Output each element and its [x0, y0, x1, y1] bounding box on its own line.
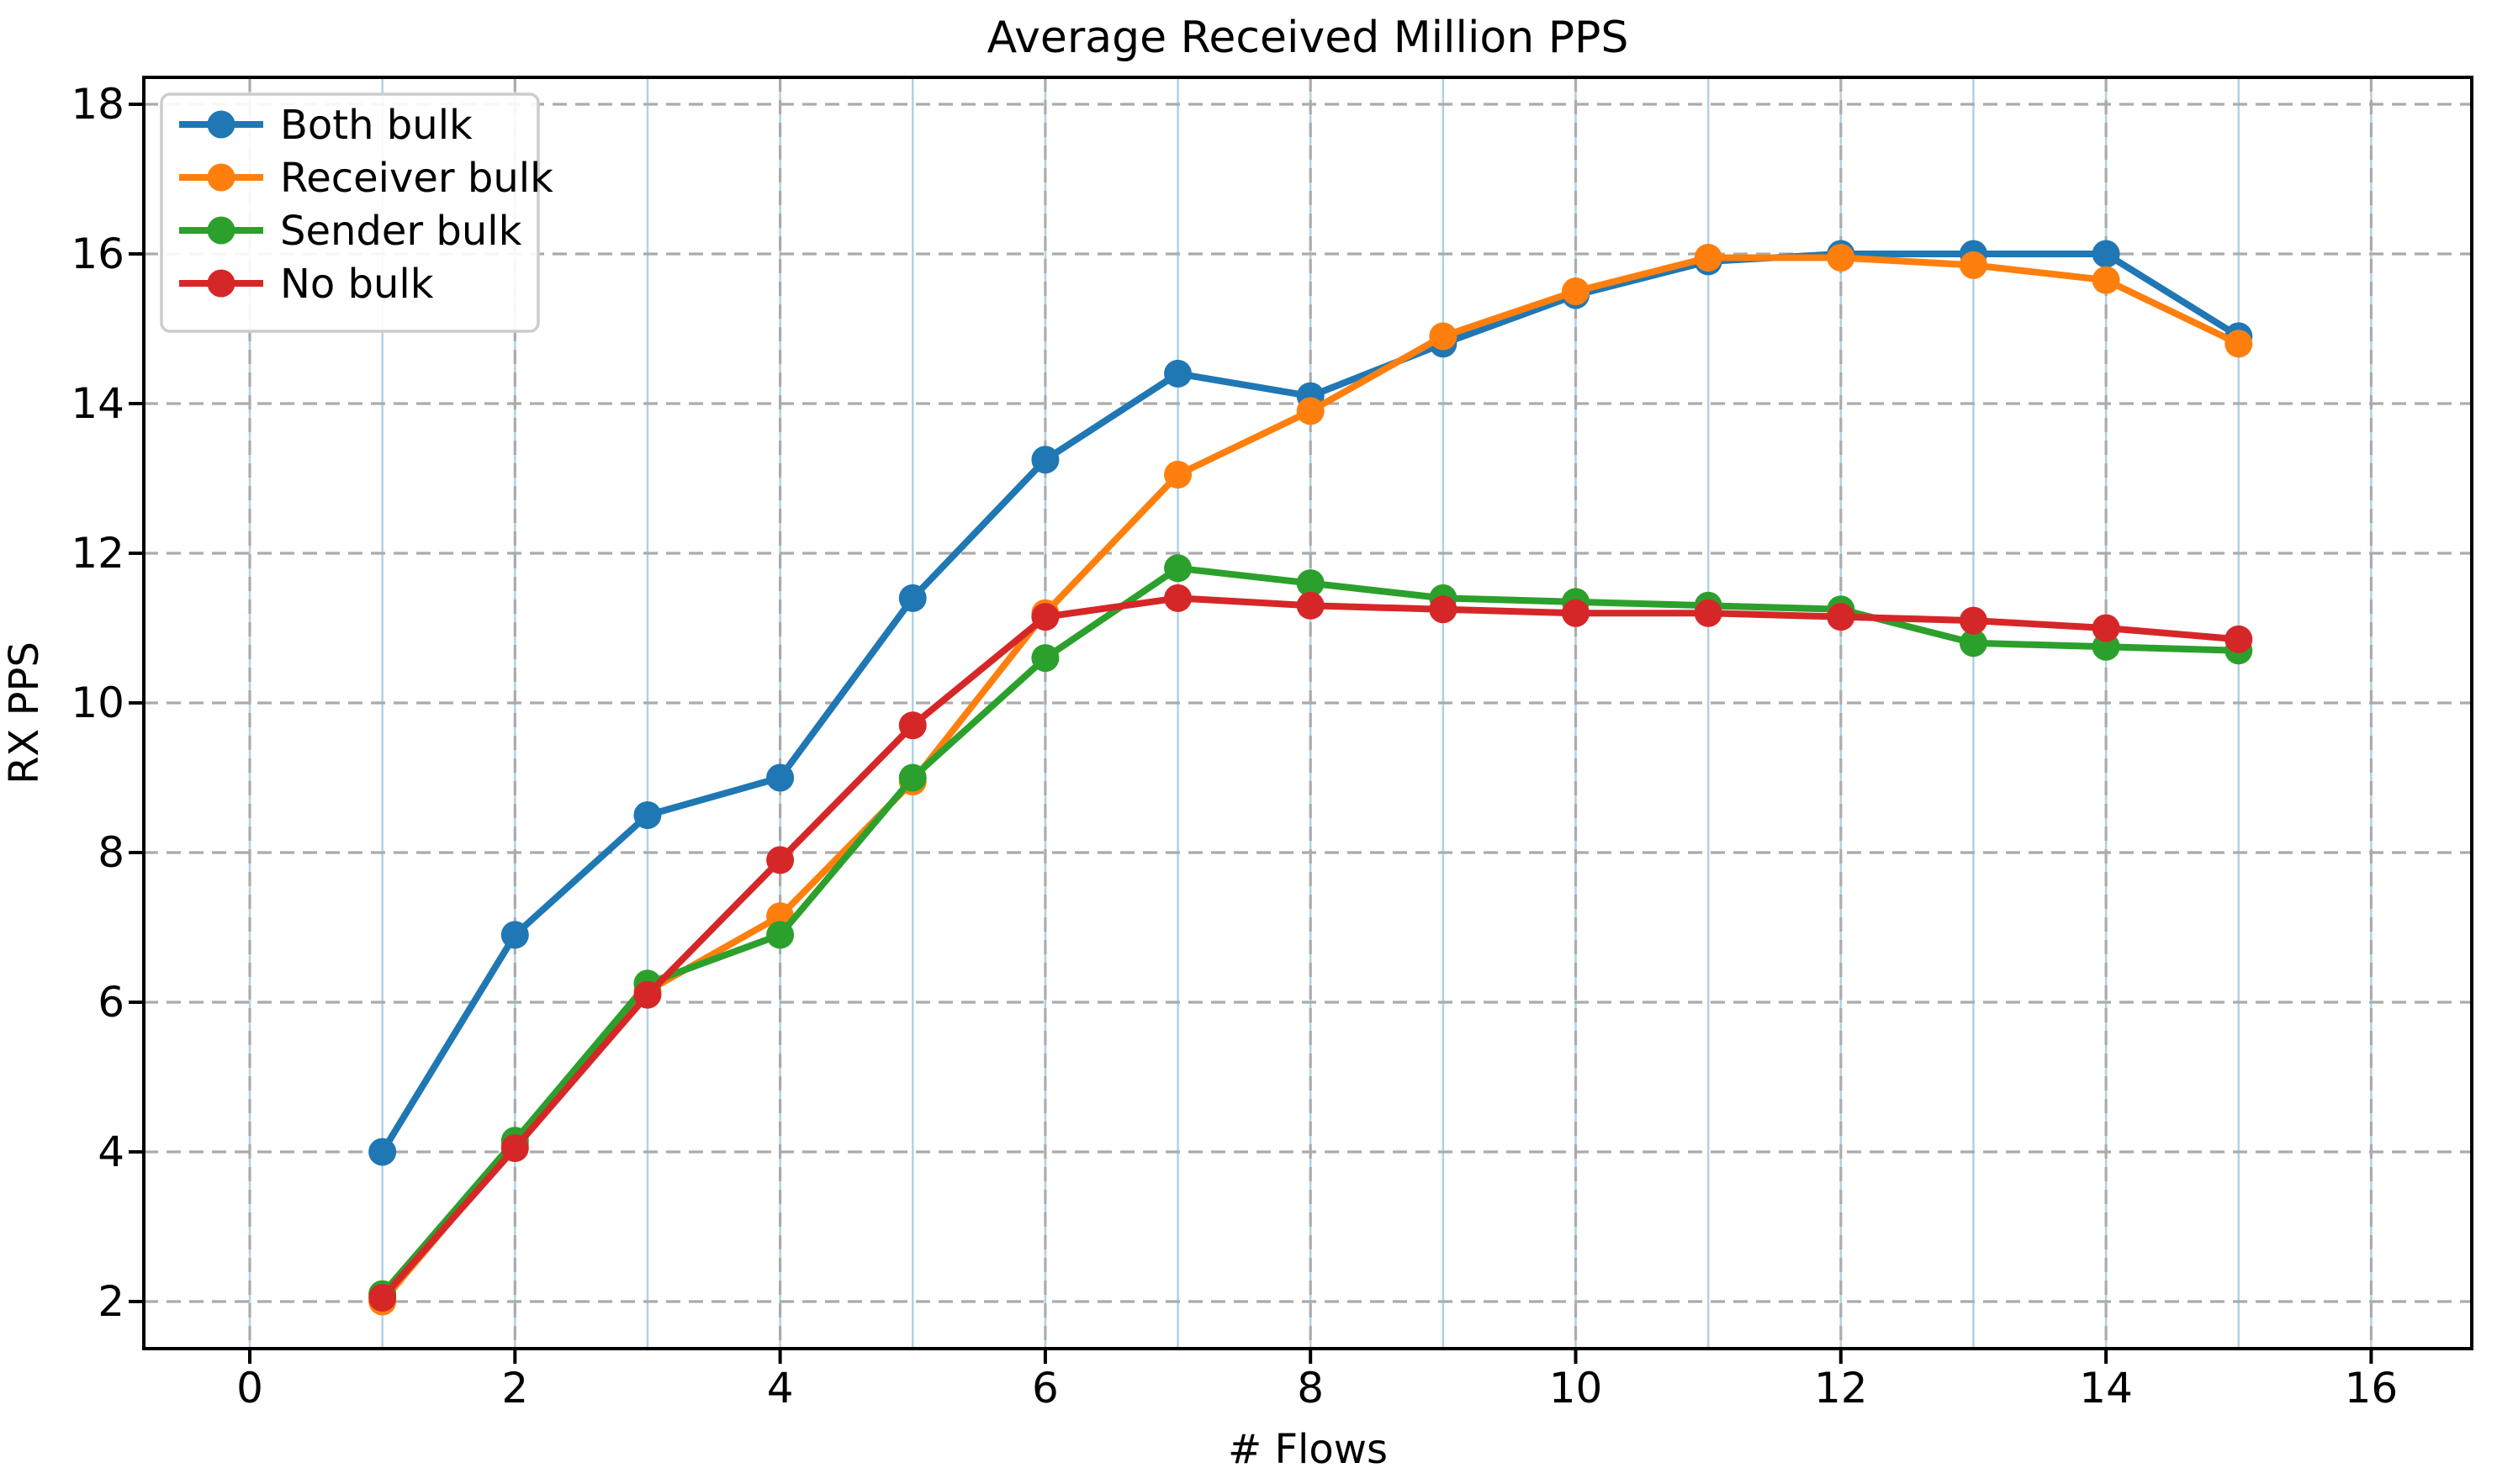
data-point-marker [766, 763, 795, 792]
legend-item: Both bulk [179, 102, 473, 149]
series-no-bulk [368, 584, 2253, 1312]
data-point-marker [1164, 359, 1193, 388]
data-point-marker [898, 584, 927, 612]
legend-marker [207, 163, 235, 192]
legend: Both bulk Receiver bulk Sender bulk No bulk [160, 92, 553, 333]
y-tick-label: 8 [98, 828, 124, 877]
axes-spines [142, 76, 2473, 1350]
data-point-marker [633, 980, 662, 1009]
data-point-marker [2225, 330, 2253, 358]
data-point-marker [2225, 625, 2253, 653]
data-point-marker [1827, 603, 1855, 631]
data-point-marker [1959, 251, 1987, 279]
legend-item-label: Sender bulk [280, 208, 522, 255]
x-tick-label: 4 [767, 1364, 794, 1413]
data-point-marker [500, 1134, 529, 1163]
data-point-marker [1296, 569, 1325, 598]
data-point-marker [1694, 599, 1722, 627]
data-point-marker [766, 846, 795, 874]
legend-item: Sender bulk [179, 208, 522, 255]
x-tick-label: 14 [2079, 1364, 2133, 1413]
data-point-marker [500, 921, 529, 949]
legend-item-label: Receiver bulk [280, 155, 553, 202]
data-point-marker [898, 763, 927, 792]
data-point-marker [1296, 397, 1325, 425]
data-point-marker [368, 1138, 397, 1166]
x-axis-label: # Flows [1228, 1426, 1388, 1473]
y-tick-label: 2 [98, 1277, 124, 1326]
y-tick-label: 16 [71, 230, 124, 278]
data-point-marker [1562, 277, 1590, 305]
data-point-marker [1959, 629, 1987, 658]
x-tick-label: 6 [1032, 1364, 1059, 1413]
data-point-marker [1296, 591, 1325, 620]
legend-item-label: No bulk [280, 261, 434, 308]
y-tick-label: 4 [98, 1128, 124, 1176]
y-axis-label: RX PPS [1, 642, 48, 784]
data-point-marker [1031, 446, 1060, 474]
legend-marker [207, 269, 235, 298]
legend-marker [207, 110, 235, 139]
data-point-marker [1429, 595, 1457, 624]
y-tick-label: 6 [98, 978, 124, 1027]
legend-item-label: Both bulk [280, 102, 473, 149]
data-series [368, 240, 2253, 1316]
x-tick-label: 12 [1814, 1364, 1868, 1413]
data-point-marker [1562, 599, 1590, 627]
x-tick-label: 10 [1549, 1364, 1603, 1413]
x-tick-label: 16 [2345, 1364, 2399, 1413]
legend-marker [207, 216, 235, 245]
data-point-marker [1959, 606, 1987, 635]
data-point-marker [368, 1284, 397, 1312]
legend-box [160, 92, 540, 333]
axis-ticks: 0 2 4 6 8 10 12 14 16 2 4 6 8 10 12 14 16 18 [71, 80, 2398, 1413]
y-tick-label: 14 [71, 379, 124, 428]
x-tick-label: 0 [236, 1364, 263, 1413]
data-point-marker [1164, 554, 1193, 583]
y-tick-label: 10 [71, 679, 124, 727]
gridlines [144, 77, 2472, 1349]
data-point-marker [898, 711, 927, 740]
data-point-marker [1164, 461, 1193, 489]
data-point-marker [1031, 603, 1060, 631]
x-tick-label: 2 [501, 1364, 528, 1413]
x-tick-label: 8 [1297, 1364, 1324, 1413]
data-point-marker [1164, 584, 1193, 612]
data-point-marker [766, 921, 795, 949]
data-point-marker [1429, 322, 1457, 351]
data-point-marker [1694, 243, 1722, 272]
legend-item: No bulk [179, 261, 434, 308]
y-tick-label: 12 [71, 529, 124, 578]
data-point-marker [1031, 644, 1060, 673]
data-point-marker [633, 801, 662, 829]
data-point-marker [2092, 266, 2120, 294]
y-tick-label: 18 [71, 80, 124, 129]
legend-item: Receiver bulk [179, 155, 553, 202]
data-point-marker [2092, 614, 2120, 642]
plot-border [142, 76, 2473, 1350]
data-point-marker [1827, 243, 1855, 272]
chart-title: Average Received Million PPS [987, 13, 1629, 63]
data-point-marker [2092, 240, 2120, 268]
